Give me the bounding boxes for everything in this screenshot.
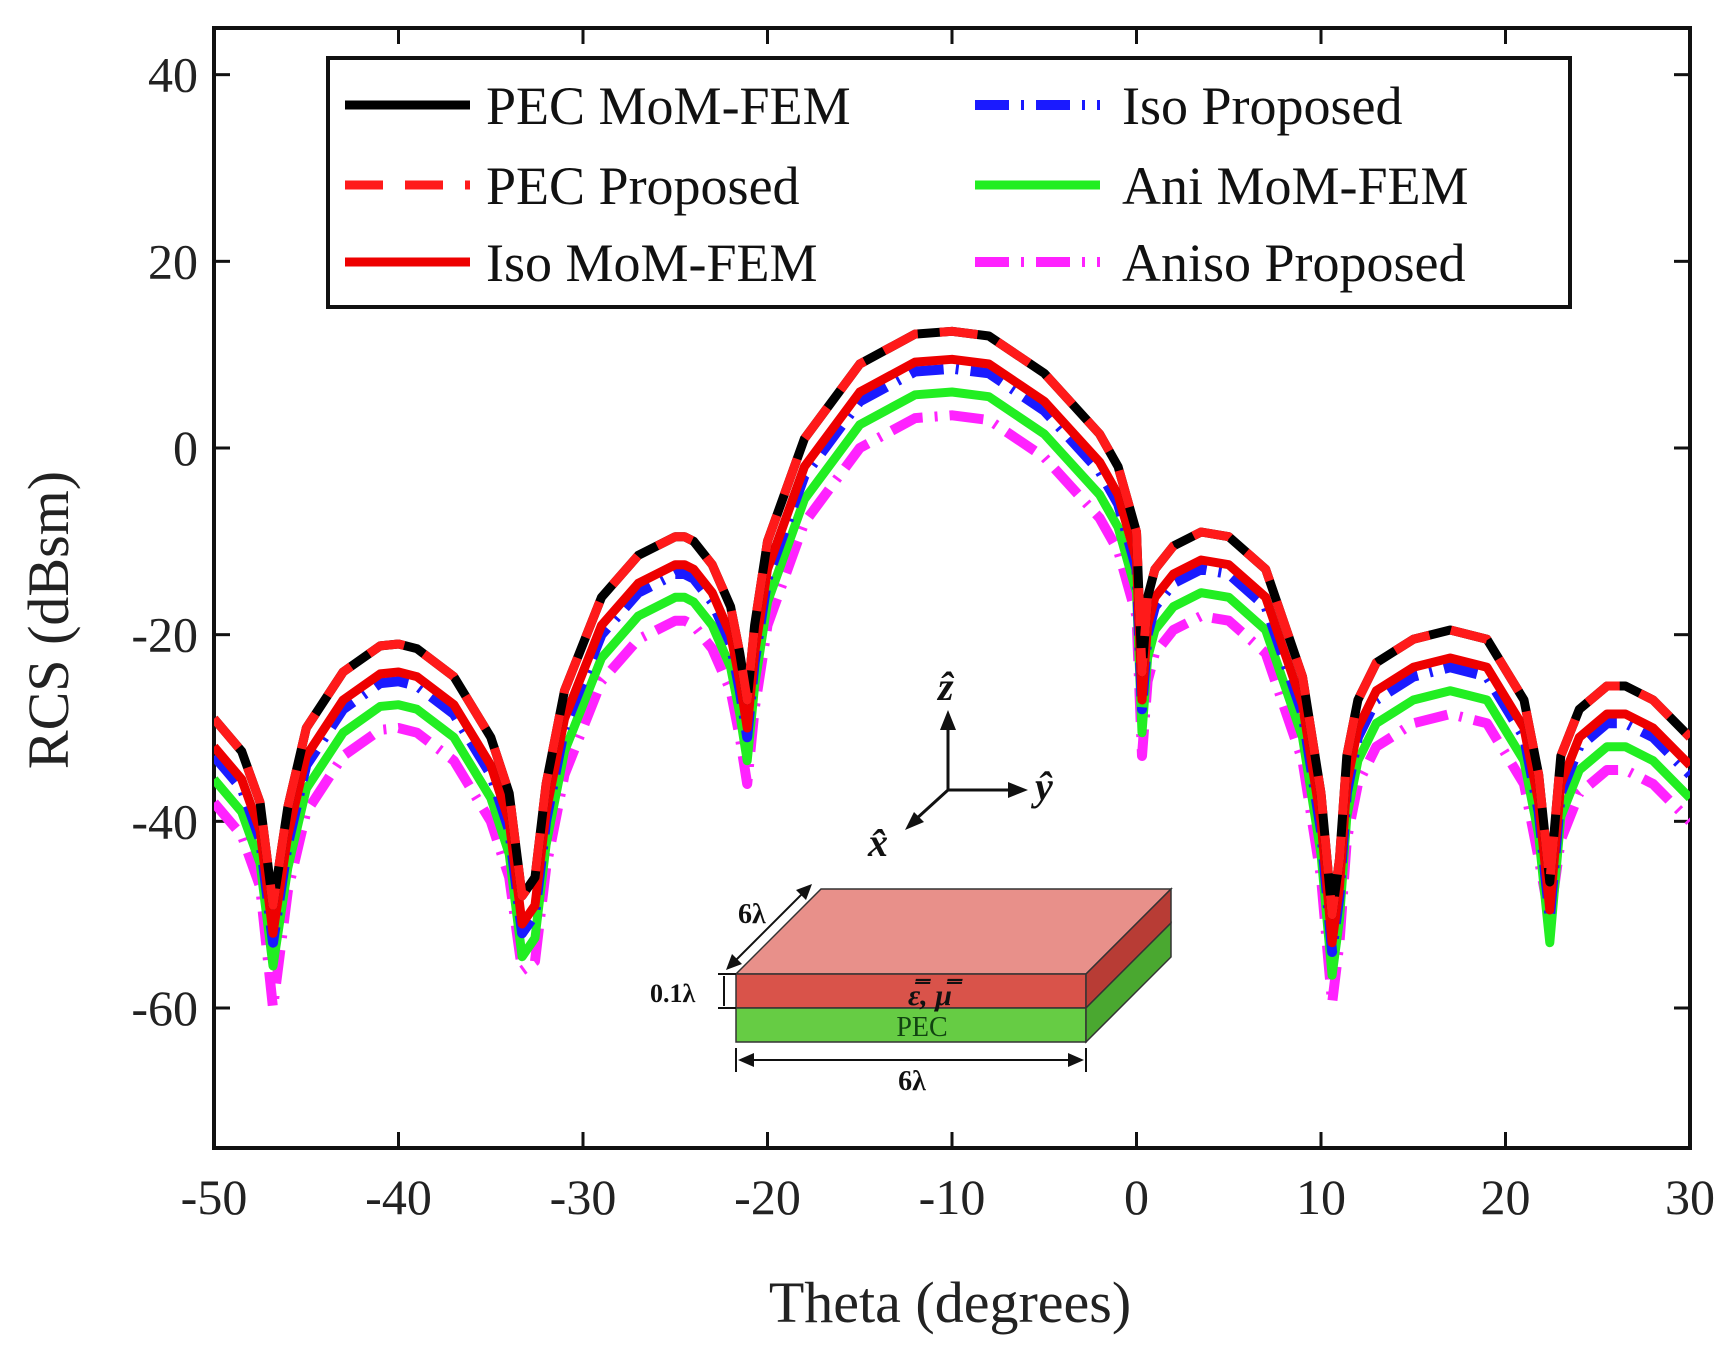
y-tick-label: -60 (131, 980, 198, 1036)
slab-material-front (735, 973, 1087, 1009)
x-axis-arrow (913, 788, 950, 822)
y-arrowhead (1008, 782, 1028, 798)
series-line-aniso-proposed (214, 410, 1690, 1013)
y-axis-label: ŷ (1031, 764, 1053, 809)
thickness-dim-label: 0.1λ (650, 979, 696, 1008)
x-tick-label: -50 (181, 1169, 248, 1225)
legend-label-iso-proposed: Iso Proposed (1122, 76, 1403, 136)
legend-box (326, 56, 1572, 309)
legend-label-aniso-proposed: Aniso Proposed (1122, 233, 1466, 293)
x-tick-label: 0 (1124, 1169, 1149, 1225)
x-tick-label: 10 (1296, 1169, 1346, 1225)
z-axis-label: ẑ (936, 664, 955, 709)
pec-layer-side (1085, 921, 1172, 1044)
y-tick-label: -40 (131, 793, 198, 849)
y-tick-label: -20 (131, 607, 198, 663)
depth-dim-arrow-low (726, 954, 742, 970)
legend: PEC MoM-FEM PEC Proposed Iso MoM-FEM Iso… (326, 56, 1572, 309)
x-tick-label: 30 (1665, 1169, 1715, 1225)
width-dim-arrow-right (1068, 1053, 1084, 1067)
depth-dim-label: 6λ (738, 899, 766, 930)
legend-label-ani-mom-fem: Ani MoM-FEM (1122, 156, 1469, 216)
series-line-pec-proposed (214, 326, 1690, 920)
x-arrowhead (905, 812, 924, 830)
legend-entry-iso-mom-fem: Iso MoM-FEM (345, 233, 818, 293)
slab-diagram: ε̿, μ̿ PEC 6λ 6λ 0.1λ (650, 884, 1173, 1097)
x-tick-label: -40 (365, 1169, 432, 1225)
plot-area: -50 -40 -30 -20 -10 0 10 20 30 40 20 0 -20 -40 -60 (131, 26, 1715, 1225)
y-axis-title: RCS (dBsm) (16, 471, 81, 769)
y-tick-label: 20 (148, 233, 198, 289)
series-line-ani-mom-fem (214, 387, 1690, 980)
x-tick-label: 20 (1481, 1169, 1531, 1225)
width-dim-label: 6λ (898, 1066, 926, 1097)
x-tick-label: -10 (919, 1169, 986, 1225)
z-arrowhead (940, 710, 956, 730)
coordinate-axes-diagram: ẑ ŷ x̂ (867, 664, 1053, 865)
x-tick-label: -20 (734, 1169, 801, 1225)
x-tick-label: -30 (550, 1169, 617, 1225)
x-axis-title: Theta (degrees) (769, 1270, 1131, 1335)
legend-label-pec-proposed: PEC Proposed (486, 156, 800, 216)
y-tick-label: 40 (148, 47, 198, 103)
legend-entry-aniso-proposed: Aniso Proposed (975, 233, 1466, 293)
x-axis-label: x̂ (867, 820, 888, 865)
legend-entry-pec-mom-fem: PEC MoM-FEM (345, 76, 851, 136)
legend-label-pec-mom-fem: PEC MoM-FEM (486, 76, 851, 136)
legend-entry-pec-proposed: PEC Proposed (345, 156, 800, 216)
depth-dim-arrow-high (796, 884, 812, 900)
series-line-iso-mom-fem (214, 354, 1690, 948)
width-dim-arrow-left (738, 1053, 754, 1067)
pec-label: PEC (896, 1012, 947, 1043)
depth-dim-line (729, 887, 809, 967)
legend-entry-iso-proposed: Iso Proposed (975, 76, 1403, 136)
legend-entry-ani-mom-fem: Ani MoM-FEM (975, 156, 1469, 216)
legend-label-iso-mom-fem: Iso MoM-FEM (486, 233, 818, 293)
y-tick-label: 0 (173, 420, 198, 476)
